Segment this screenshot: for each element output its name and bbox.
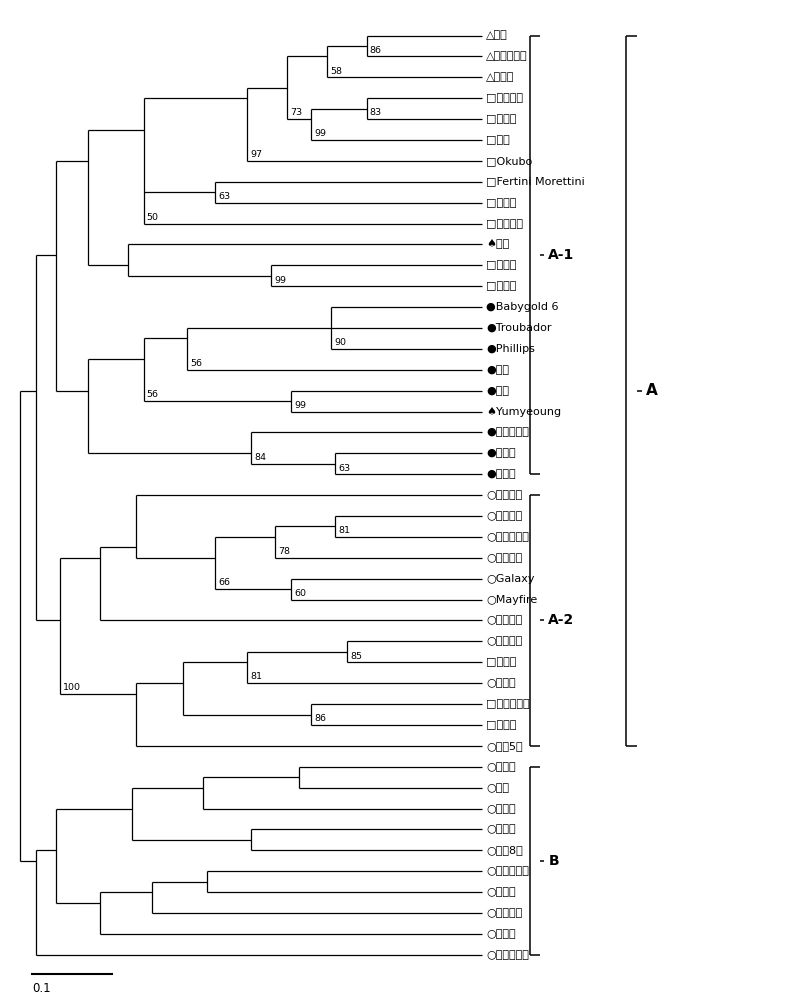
Text: ●Troubador: ●Troubador (486, 323, 551, 333)
Text: ○晃雨露: ○晃雨露 (486, 678, 516, 688)
Text: 0.1: 0.1 (32, 982, 51, 995)
Text: ○早风王: ○早风王 (486, 929, 516, 939)
Text: △雨花露: △雨花露 (486, 72, 514, 82)
Text: A-2: A-2 (548, 613, 575, 627)
Text: 85: 85 (350, 652, 362, 661)
Text: □吸枝白: □吸枝白 (486, 720, 517, 730)
Text: ○红甘露: ○红甘露 (486, 824, 516, 834)
Text: ●Phillips: ●Phillips (486, 344, 535, 354)
Text: ●金晖: ●金晖 (486, 365, 509, 375)
Text: ○Mayfire: ○Mayfire (486, 595, 538, 605)
Text: □Fertini Morettini: □Fertini Morettini (486, 177, 585, 187)
Text: 81: 81 (338, 526, 350, 535)
Text: 100: 100 (63, 683, 81, 692)
Text: ○霜暦5号: ○霜暦5号 (486, 741, 522, 751)
Text: ○奉化蜘桃: ○奉化蜘桃 (486, 908, 522, 918)
Text: 83: 83 (369, 108, 382, 117)
Text: 97: 97 (250, 150, 262, 159)
Text: □早霜露: □早霜露 (486, 198, 517, 208)
Text: □野鸡红: □野鸡红 (486, 114, 517, 124)
Text: ○皮球桃: ○皮球桃 (486, 804, 516, 814)
Text: □南山甜桃: □南山甜桃 (486, 219, 523, 229)
Text: ○霜暦8号: ○霜暦8号 (486, 845, 523, 855)
Text: 60: 60 (294, 589, 306, 598)
Text: 86: 86 (369, 46, 382, 55)
Text: □北京一线红: □北京一线红 (486, 699, 530, 709)
Text: ●Babygold 6: ●Babygold 6 (486, 302, 559, 312)
Text: 50: 50 (147, 213, 159, 222)
Text: ●五月鲜扁干: ●五月鲜扁干 (486, 427, 529, 437)
Text: □唷什李光: □唷什李光 (486, 93, 523, 103)
Text: 90: 90 (334, 338, 346, 347)
Text: □黑油桃: □黑油桃 (486, 281, 517, 291)
Text: 99: 99 (294, 401, 306, 410)
Text: ○晩奉化玉露: ○晩奉化玉露 (486, 950, 529, 960)
Text: ○白蜜蜘桃: ○白蜜蜘桃 (486, 490, 522, 500)
Text: ○花玉露: ○花玉露 (486, 887, 516, 897)
Text: 86: 86 (314, 714, 326, 723)
Text: A-1: A-1 (548, 248, 575, 262)
Text: 81: 81 (250, 672, 262, 681)
Text: ○早美: ○早美 (486, 783, 509, 793)
Text: 66: 66 (218, 578, 230, 587)
Text: B: B (548, 854, 559, 868)
Text: △春莓: △春莓 (486, 31, 508, 41)
Text: □Okubo: □Okubo (486, 156, 532, 166)
Text: 84: 84 (254, 453, 266, 462)
Text: △早上海水蜜: △早上海水蜜 (486, 51, 528, 61)
Text: ○扬州早甜桃: ○扬州早甜桃 (486, 532, 529, 542)
Text: 78: 78 (279, 547, 291, 556)
Text: □半斤桃: □半斤桃 (486, 260, 517, 270)
Text: ●燕窝红: ●燕窝红 (486, 469, 516, 479)
Text: □火珠: □火珠 (486, 135, 510, 145)
Text: A: A (646, 383, 658, 398)
Text: ♠霜脆: ♠霜脆 (486, 239, 510, 249)
Text: 73: 73 (290, 108, 303, 117)
Text: 63: 63 (338, 464, 350, 473)
Text: 99: 99 (275, 276, 287, 285)
Text: 58: 58 (330, 67, 342, 76)
Text: ○Galaxy: ○Galaxy (486, 574, 535, 584)
Text: 63: 63 (218, 192, 230, 201)
Text: ○霜晖六号: ○霜晖六号 (486, 636, 522, 646)
Text: □一线白: □一线白 (486, 657, 517, 667)
Text: ●金旭: ●金旭 (486, 386, 509, 396)
Text: ○早奉化玉露: ○早奉化玉露 (486, 866, 529, 876)
Text: 99: 99 (314, 129, 326, 138)
Text: 56: 56 (147, 390, 159, 399)
Text: ○雪白桃: ○雪白桃 (486, 762, 516, 772)
Text: ♠Yumyeoung: ♠Yumyeoung (486, 407, 561, 417)
Text: ○白茕蜘桃: ○白茕蜘桃 (486, 615, 522, 625)
Text: ○白花水蜜: ○白花水蜜 (486, 511, 522, 521)
Text: ●肉蜘桃: ●肉蜘桃 (486, 448, 516, 458)
Text: ○宜城甜桃: ○宜城甜桃 (486, 553, 522, 563)
Text: 56: 56 (191, 359, 203, 368)
